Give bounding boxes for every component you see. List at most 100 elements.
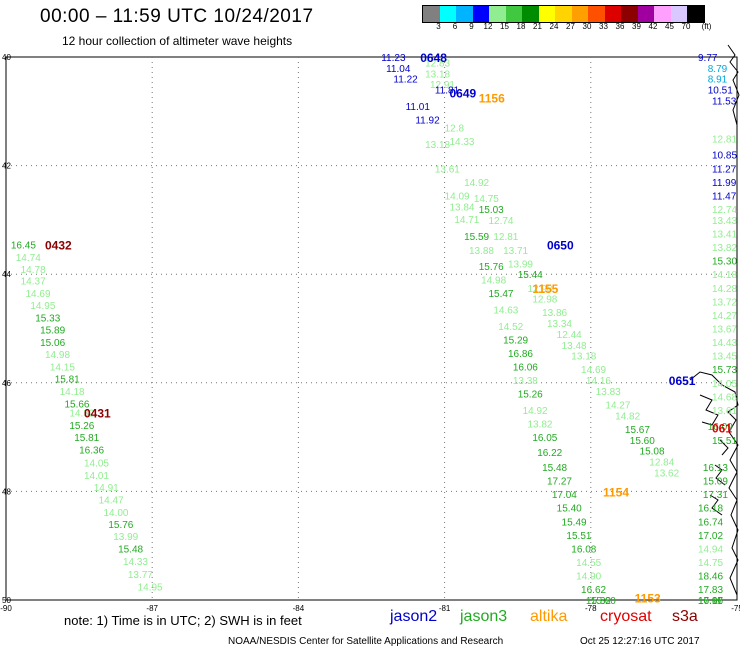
wave-height-value: 15.47 — [488, 289, 513, 300]
wave-height-value: 15.03 — [479, 205, 504, 216]
color-swatch — [505, 6, 522, 22]
wave-height-value: 15.60 — [591, 596, 616, 607]
wave-height-value: 16.45 — [11, 240, 36, 251]
wave-height-value: 16.05 — [532, 433, 557, 444]
wave-height-value: 14.74 — [16, 253, 41, 264]
color-scale-label: 3 — [436, 22, 441, 31]
legend-altika: altika — [530, 608, 568, 625]
wave-height-value: 11.04 — [386, 64, 411, 75]
wave-height-value: 15.81 — [55, 374, 80, 385]
wave-height-value: 16.09 — [708, 422, 733, 433]
wave-height-value: 11.01 — [406, 102, 431, 113]
legend-jason2: jason2 — [390, 608, 438, 625]
wave-height-value: 13.82 — [527, 420, 552, 431]
wave-height-value: 13.61 — [435, 164, 460, 175]
wave-height-value: 14.92 — [523, 406, 548, 417]
color-swatch — [456, 6, 473, 22]
wave-height-value: 14.69 — [25, 289, 50, 300]
wave-height-value: 11.53 — [712, 96, 737, 107]
color-scale-labels: 3 6 9 12 15 18 21 24 27 30 33 36 39 42 45 70 (ft) — [422, 22, 740, 34]
wave-height-value: 14.00 — [103, 508, 128, 519]
wave-height-value: 15.29 — [503, 335, 528, 346]
footnote: note: 1) Time is in UTC; 2) SWH is in fe… — [64, 613, 302, 628]
wave-height-value: 17.11 — [698, 596, 723, 607]
wave-height-value: 14.63 — [493, 305, 518, 316]
color-scale-label: 36 — [615, 22, 625, 31]
color-scale-label: 33 — [599, 22, 608, 31]
wave-height-value: 15.81 — [74, 433, 99, 444]
color-swatch — [637, 6, 654, 22]
wave-height-value: 13.88 — [469, 246, 494, 257]
color-scale-label: 70 — [681, 22, 691, 31]
color-scale-label: 6 — [452, 22, 458, 31]
wave-height-value: 13.82 — [712, 243, 737, 254]
wave-height-value: 13.86 — [542, 308, 567, 319]
wave-height-value: 10.51 — [708, 86, 733, 97]
wave-height-value: 14.90 — [576, 572, 601, 583]
pass-time-labels: 0432 0431 0648 0649 1156 0650 1155 0651 1154 1153… — [45, 51, 732, 605]
wave-height-value: 13.83 — [596, 387, 621, 398]
wave-height-value: 14.75 — [474, 194, 499, 205]
wave-height-value: 14.27 — [712, 311, 737, 322]
color-swatch — [588, 6, 605, 22]
wave-height-value: 15.44 — [518, 270, 543, 281]
wave-height-value: 15.51 — [566, 531, 591, 542]
color-scale-label: (ft) — [701, 22, 712, 31]
wave-height-value: 16.97 — [698, 596, 723, 607]
wave-height-value: 14.95 — [138, 582, 163, 593]
wave-height-value: 17.83 — [698, 585, 723, 596]
wave-height-value: 15.40 — [557, 504, 582, 515]
wave-height-value: 17.04 — [552, 490, 577, 501]
wave-height-value: 16.86 — [508, 349, 533, 360]
wave-height-value: 12.98 — [527, 284, 552, 295]
color-swatch — [555, 6, 572, 22]
wave-height-value: 12.44 — [557, 330, 582, 341]
wave-height-value: 11.81 — [435, 86, 460, 97]
wave-height-value: 15.08 — [640, 447, 665, 458]
lat-tick-label: 50 — [2, 596, 11, 605]
lat-tick-label: 40 — [2, 53, 11, 62]
color-swatch — [522, 6, 539, 22]
wave-height-value: 12.84 — [649, 458, 674, 469]
page-subtitle: 12 hour collection of altimeter wave hei… — [62, 34, 293, 48]
wave-height-value: 18.46 — [698, 572, 723, 583]
wave-height-value: 15.26 — [69, 421, 94, 432]
wave-height-value: 15.51 — [712, 436, 737, 447]
color-swatch — [604, 6, 621, 22]
color-scale-label: 24 — [549, 22, 559, 31]
lon-tick-label: -84 — [293, 604, 305, 613]
wave-height-value: 14.98 — [481, 276, 506, 287]
wave-height-value: 14.27 — [605, 401, 630, 412]
legend-s3a: s3a — [672, 608, 698, 625]
wave-height-value: 14.18 — [712, 270, 737, 281]
wave-height-value: 15.66 — [64, 399, 89, 410]
wave-height-value: 13.77 — [128, 570, 153, 581]
wave-height-value: 15.76 — [108, 520, 133, 531]
color-scale-label: 39 — [632, 22, 641, 31]
color-swatch — [687, 6, 704, 22]
pass-time-label: 0648 — [420, 51, 447, 65]
wave-height-value: 12.74 — [488, 216, 513, 227]
track-values: 16.4514.7414.7814.3714.6914.9515.3315.89… — [11, 53, 738, 607]
color-scale-label: 42 — [648, 22, 658, 31]
wave-height-value: 15.09 — [703, 477, 728, 488]
color-swatch — [538, 6, 555, 22]
wave-height-value: 12.74 — [712, 205, 737, 216]
footer-timestamp: Oct 25 12:27:16 UTC 2017 — [580, 636, 700, 647]
wave-height-value: 12.81 — [493, 232, 518, 243]
footer-agency: NOAA/NESDIS Center for Satellite Applica… — [228, 636, 504, 647]
wave-height-value: 14.75 — [698, 558, 723, 569]
wave-height-value: 16.36 — [79, 446, 104, 457]
wave-height-value: 14.69 — [581, 365, 606, 376]
wave-height-value: 13.41 — [712, 229, 737, 240]
wave-height-value: 9.77 — [698, 53, 718, 64]
color-scale-label: 18 — [516, 22, 526, 31]
wave-height-value: 12.81 — [712, 134, 737, 145]
wave-height-value: 14.05 — [712, 379, 737, 390]
wave-height-value: 14.52 — [498, 322, 523, 333]
pass-time-label: 0649 — [449, 86, 476, 100]
wave-height-value: 16.18 — [698, 504, 723, 515]
wave-height-value: 14.09 — [445, 191, 470, 202]
wave-height-value: 17.02 — [698, 531, 723, 542]
